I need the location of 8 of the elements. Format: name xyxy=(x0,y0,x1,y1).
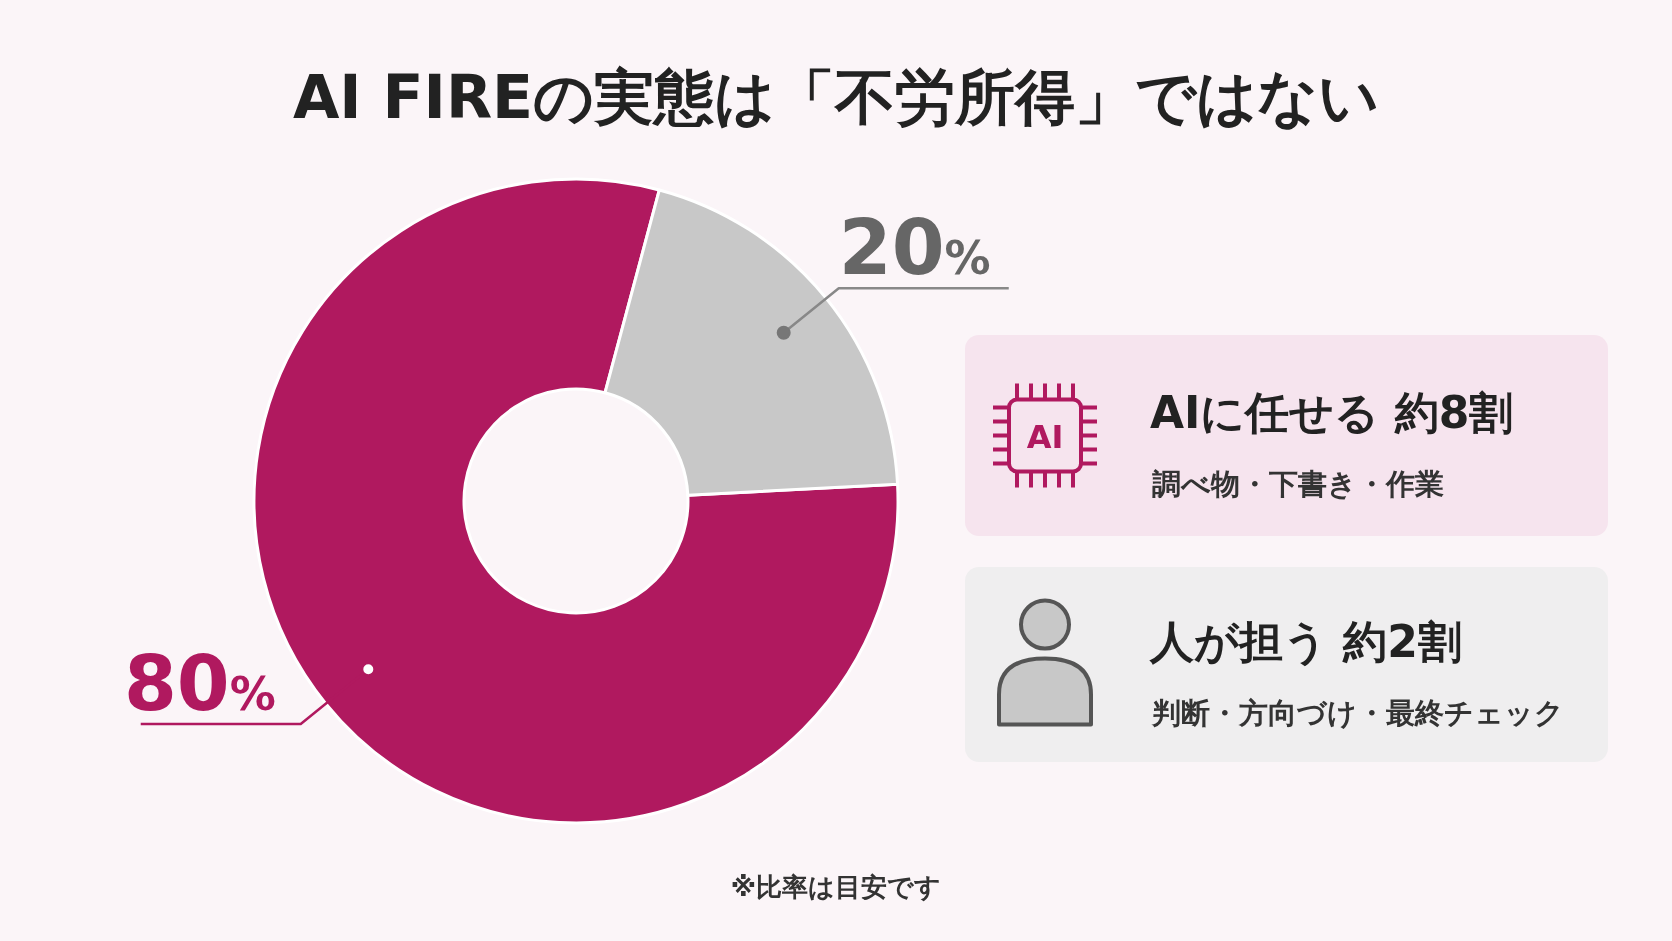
legend-label: 人が担う 約2割 xyxy=(1149,615,1462,667)
text: 判断・方向づけ・最終チェック xyxy=(1151,695,1564,730)
chart-title: AI FIREの実態は「不労所得」ではない xyxy=(292,62,1380,132)
text: 調べ物・下書き・作業 xyxy=(1152,466,1444,501)
legend-label: AIに任せる 約8割 xyxy=(1150,386,1514,438)
data-label: 20% xyxy=(838,203,991,293)
data-label: 80% xyxy=(123,638,276,728)
text: ※比率は目安です xyxy=(730,872,942,902)
